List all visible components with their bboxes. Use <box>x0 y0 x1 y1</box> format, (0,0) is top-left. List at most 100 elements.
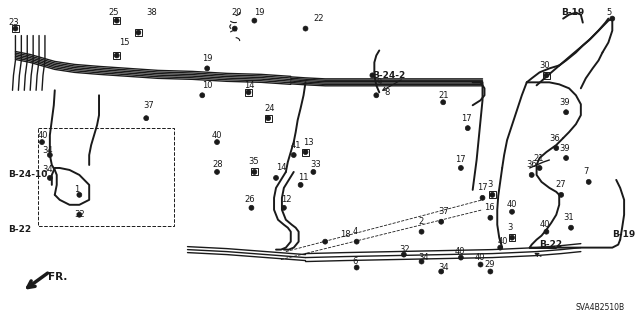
Text: 34: 34 <box>42 145 52 154</box>
Circle shape <box>136 30 141 35</box>
Text: 40: 40 <box>475 253 485 262</box>
Circle shape <box>439 269 444 274</box>
Circle shape <box>458 166 463 170</box>
Text: 14: 14 <box>276 163 287 173</box>
Circle shape <box>509 209 515 214</box>
Circle shape <box>273 175 278 181</box>
Text: 36: 36 <box>527 160 538 169</box>
Circle shape <box>586 179 591 184</box>
Text: 22: 22 <box>314 14 324 23</box>
Text: 17: 17 <box>461 114 472 123</box>
Text: 40: 40 <box>507 200 518 209</box>
Text: B-19: B-19 <box>612 230 636 239</box>
Text: 40: 40 <box>540 220 550 229</box>
Circle shape <box>559 192 564 197</box>
Text: 28: 28 <box>212 160 223 169</box>
Text: 34: 34 <box>419 253 429 262</box>
Text: 37: 37 <box>143 101 154 110</box>
Circle shape <box>282 205 286 210</box>
Circle shape <box>303 26 308 31</box>
Text: 16: 16 <box>484 203 495 212</box>
Text: 6: 6 <box>353 257 358 266</box>
Circle shape <box>144 116 148 121</box>
Text: 40: 40 <box>38 130 49 140</box>
Text: 13: 13 <box>303 137 314 146</box>
Circle shape <box>564 110 568 115</box>
Text: 19: 19 <box>254 8 265 17</box>
Circle shape <box>480 195 485 200</box>
Circle shape <box>401 252 406 257</box>
Text: 21: 21 <box>534 153 544 162</box>
Circle shape <box>214 140 220 145</box>
Circle shape <box>441 100 445 105</box>
Circle shape <box>298 182 303 187</box>
Text: B-22: B-22 <box>540 240 563 249</box>
Circle shape <box>47 175 52 181</box>
Text: B-24-2: B-24-2 <box>372 71 406 80</box>
Circle shape <box>354 239 359 244</box>
Circle shape <box>544 229 549 234</box>
Text: 27: 27 <box>556 180 566 189</box>
Circle shape <box>266 116 271 121</box>
Circle shape <box>488 269 493 274</box>
Text: 12: 12 <box>281 195 291 204</box>
Bar <box>113 52 120 59</box>
Circle shape <box>303 150 308 154</box>
Bar <box>12 25 19 32</box>
Text: 40: 40 <box>455 247 465 256</box>
Bar <box>543 72 550 79</box>
Text: 19: 19 <box>202 54 212 63</box>
Circle shape <box>205 66 210 71</box>
Text: FR.: FR. <box>48 272 67 283</box>
Text: 32: 32 <box>399 245 410 254</box>
Circle shape <box>40 140 44 145</box>
Circle shape <box>370 73 375 78</box>
Text: 36: 36 <box>549 134 560 143</box>
Circle shape <box>323 239 328 244</box>
Text: 9: 9 <box>376 78 381 87</box>
Text: 3: 3 <box>507 223 513 232</box>
Text: 1: 1 <box>74 185 80 194</box>
Circle shape <box>252 169 257 174</box>
Text: 8: 8 <box>384 88 390 97</box>
Circle shape <box>354 265 359 270</box>
Circle shape <box>610 16 615 21</box>
Text: 7: 7 <box>583 167 588 176</box>
Text: 2: 2 <box>419 217 424 226</box>
Bar <box>509 234 515 241</box>
Text: 34: 34 <box>438 263 449 272</box>
Circle shape <box>311 169 316 174</box>
Text: 11: 11 <box>298 174 308 182</box>
Text: 40: 40 <box>212 130 223 140</box>
Bar <box>251 168 258 175</box>
Bar <box>245 89 252 96</box>
Circle shape <box>232 26 237 31</box>
Bar <box>265 115 271 122</box>
Text: 15: 15 <box>118 38 129 47</box>
Text: 10: 10 <box>202 81 212 90</box>
Text: 40: 40 <box>497 237 508 246</box>
Text: 35: 35 <box>248 158 259 167</box>
Text: 26: 26 <box>244 195 255 204</box>
Bar <box>135 29 142 36</box>
Bar <box>38 128 173 226</box>
Circle shape <box>544 73 549 78</box>
Text: 39: 39 <box>559 98 570 107</box>
Text: 14: 14 <box>244 81 255 90</box>
Circle shape <box>249 205 254 210</box>
Circle shape <box>115 18 119 23</box>
Text: 17: 17 <box>477 183 487 192</box>
Text: 18: 18 <box>340 230 351 239</box>
Circle shape <box>77 192 82 197</box>
Text: 39: 39 <box>559 144 570 152</box>
Circle shape <box>564 156 568 160</box>
Circle shape <box>554 145 559 151</box>
Text: 37: 37 <box>438 207 449 216</box>
Bar <box>489 191 496 198</box>
Circle shape <box>529 173 534 177</box>
Circle shape <box>537 166 542 170</box>
Circle shape <box>568 225 573 230</box>
Text: 24: 24 <box>264 104 275 113</box>
Circle shape <box>465 126 470 130</box>
Circle shape <box>291 152 296 158</box>
